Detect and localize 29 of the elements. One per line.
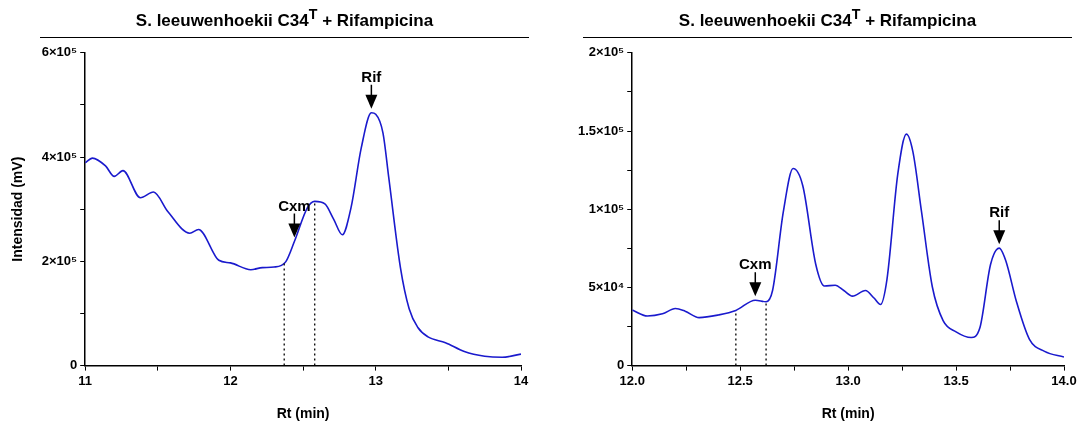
y-tick-label: 4×10⁵ xyxy=(41,148,78,164)
x-tick-label: 11 xyxy=(78,372,93,388)
line-series xyxy=(85,111,521,359)
annotation: Cxm xyxy=(278,196,311,214)
x-tick-label: 12.0 xyxy=(619,372,645,388)
line-series xyxy=(632,133,1064,358)
y-tick-label: 6×10⁵ xyxy=(41,44,78,60)
x-tick-label: 14 xyxy=(513,372,529,388)
x-tick-label: 13.5 xyxy=(943,372,969,388)
y-tick-label: 0 xyxy=(617,357,625,373)
annotation: Rif xyxy=(361,67,383,85)
chart-title: S. leeuwenhoekii C34$^{T}$ + Rifampicina xyxy=(40,6,529,38)
y-tick-label: 2×10⁵ xyxy=(588,44,625,60)
y-tick-label: 2×10⁵ xyxy=(41,252,78,268)
annotation: Cxm xyxy=(739,255,772,273)
y-axis-title: Intensidad (mV) xyxy=(9,156,26,262)
x-tick-label: 14.0 xyxy=(1051,372,1077,388)
x-tick-label: 13.0 xyxy=(835,372,861,388)
annotation: Rif xyxy=(989,203,1011,221)
chart-title: S. leeuwenhoekii C34$^{T}$ + Rifampicina xyxy=(583,6,1072,38)
x-tick-label: 12.5 xyxy=(727,372,753,388)
y-tick-label: 0 xyxy=(69,357,78,373)
x-axis-title: Rt (min) xyxy=(276,405,330,422)
x-tick-label: 12 xyxy=(223,372,238,388)
y-tick-label: 1.5×10⁵ xyxy=(578,122,625,138)
x-tick-label: 13 xyxy=(368,372,383,388)
y-tick-label: 1×10⁵ xyxy=(588,200,625,216)
y-tick-label: 5×10⁴ xyxy=(588,278,625,294)
x-axis-title: Rt (min) xyxy=(821,405,875,422)
